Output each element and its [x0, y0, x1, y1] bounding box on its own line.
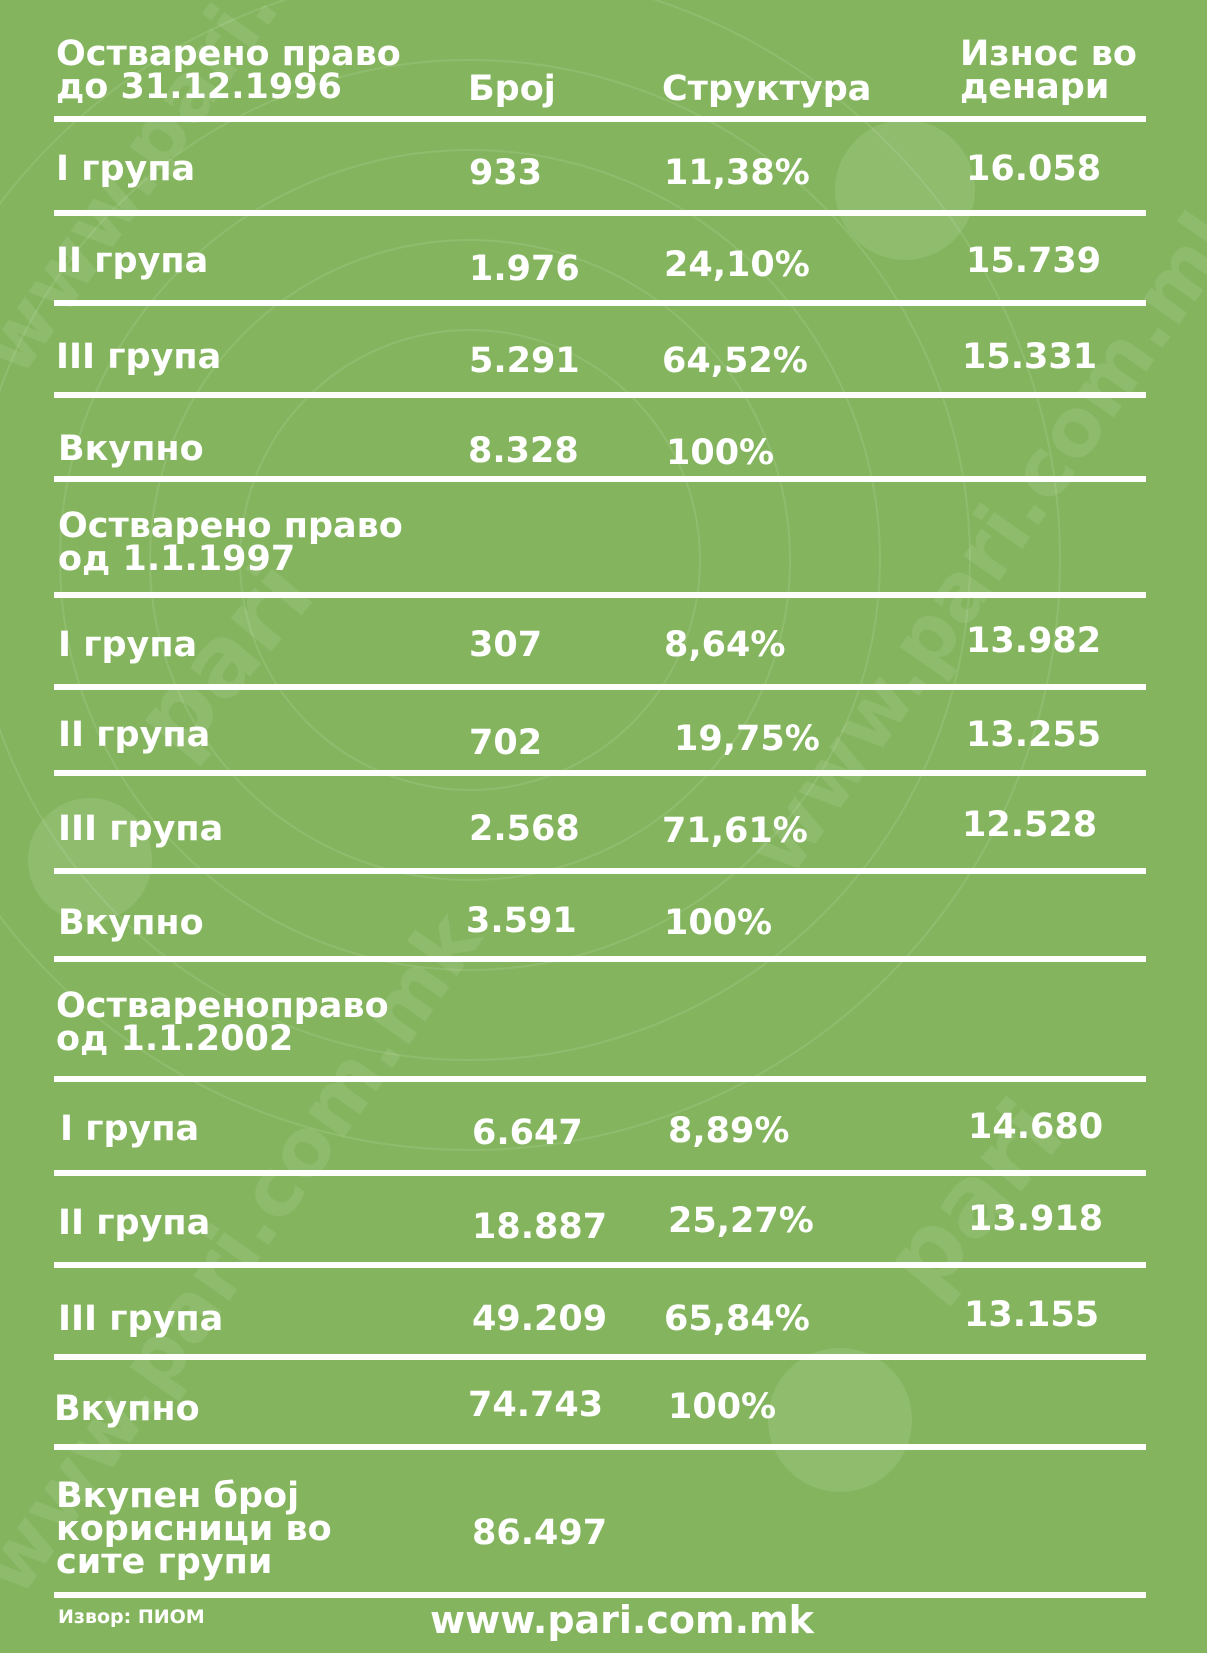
header-count: Број	[468, 69, 556, 109]
total-label: Вкупно	[58, 429, 204, 469]
row-label: II група	[56, 241, 209, 281]
website-link[interactable]: www.pari.com.mk	[430, 1598, 814, 1642]
row-structure: 24,10%	[664, 245, 810, 285]
row-structure: 64,52%	[662, 341, 808, 381]
grand-total-label: Вкупен број корисници во сите групи	[56, 1476, 332, 1582]
row-amount: 15.331	[962, 337, 1098, 377]
row-structure: 11,38%	[664, 153, 810, 193]
row-structure: 71,61%	[662, 811, 808, 851]
total-label: Вкупно	[58, 903, 204, 943]
total-count: 74.743	[468, 1385, 604, 1425]
section-title-text: Остварено право од 1.1.1997	[58, 506, 403, 579]
row-amount: 13.255	[966, 715, 1102, 755]
row-amount: 16.058	[966, 149, 1102, 189]
total-count: 8.328	[468, 431, 579, 471]
row-count: 2.568	[469, 809, 580, 849]
row-amount: 14.680	[968, 1107, 1104, 1147]
divider	[54, 1592, 1146, 1598]
section-title-line1: Оствареноправо	[56, 986, 389, 1026]
row-structure: 8,64%	[664, 625, 786, 665]
divider	[54, 1444, 1146, 1450]
divider	[54, 956, 1146, 962]
divider	[54, 868, 1146, 874]
total-structure: 100%	[664, 903, 773, 943]
divider	[54, 116, 1146, 122]
header-structure: Структура	[662, 69, 872, 109]
divider	[54, 300, 1146, 306]
row-structure: 65,84%	[664, 1299, 810, 1339]
header-amount: Износ во денари	[960, 34, 1137, 107]
divider	[54, 1262, 1146, 1268]
header-amount-line2: денари	[960, 67, 1110, 107]
row-label: I група	[58, 625, 198, 665]
divider	[54, 770, 1146, 776]
row-count: 18.887	[472, 1207, 608, 1247]
row-count: 933	[469, 153, 543, 193]
total-label: Вкупно	[54, 1389, 200, 1429]
divider	[54, 210, 1146, 216]
row-label: I група	[56, 149, 196, 189]
row-amount: 13.155	[964, 1295, 1100, 1335]
row-count: 5.291	[469, 341, 580, 381]
row-label: II група	[58, 1203, 211, 1243]
header-label-line2: до 31.12.1996	[56, 67, 342, 107]
total-structure: 100%	[666, 433, 775, 473]
row-count: 702	[469, 723, 543, 763]
row-count: 307	[469, 625, 543, 665]
header-label-line1: Остварено право	[56, 34, 401, 74]
row-count: 1.976	[469, 249, 580, 289]
divider	[54, 1076, 1146, 1082]
section-title-line2: од 1.1.1997	[58, 539, 296, 579]
divider	[54, 1354, 1146, 1360]
grand-total-label-line1: Вкупен број	[56, 1476, 300, 1516]
grand-total-label-line3: сите групи	[56, 1542, 273, 1582]
divider	[54, 392, 1146, 398]
source-note: Извор: ПИОМ	[58, 1606, 205, 1628]
row-label: I група	[60, 1109, 200, 1149]
divider	[54, 592, 1146, 598]
section-title-text: Оствареноправо од 1.1.2002	[56, 986, 389, 1059]
row-amount: 12.528	[962, 805, 1098, 845]
row-label: III група	[58, 809, 224, 849]
total-structure: 100%	[668, 1387, 777, 1427]
row-label: III група	[58, 1299, 224, 1339]
row-amount: 13.982	[966, 621, 1102, 661]
section-title-line2: од 1.1.2002	[56, 1019, 294, 1059]
grand-total-count: 86.497	[472, 1513, 608, 1553]
row-label: III група	[56, 337, 222, 377]
header-label: Остварено право до 31.12.1996	[56, 34, 401, 107]
row-amount: 13.918	[968, 1199, 1104, 1239]
divider	[54, 476, 1146, 482]
total-count: 3.591	[466, 901, 577, 941]
row-structure: 25,27%	[668, 1201, 814, 1241]
divider	[54, 684, 1146, 690]
row-label: II група	[58, 715, 211, 755]
row-structure: 8,89%	[668, 1111, 790, 1151]
grand-total-label-line2: корисници во	[56, 1509, 332, 1549]
section-title-line1: Остварено право	[58, 506, 403, 546]
row-amount: 15.739	[966, 241, 1102, 281]
row-count: 6.647	[472, 1113, 583, 1153]
header-amount-line1: Износ во	[960, 34, 1137, 74]
row-structure: 19,75%	[674, 719, 820, 759]
divider	[54, 1170, 1146, 1176]
row-count: 49.209	[472, 1299, 608, 1339]
